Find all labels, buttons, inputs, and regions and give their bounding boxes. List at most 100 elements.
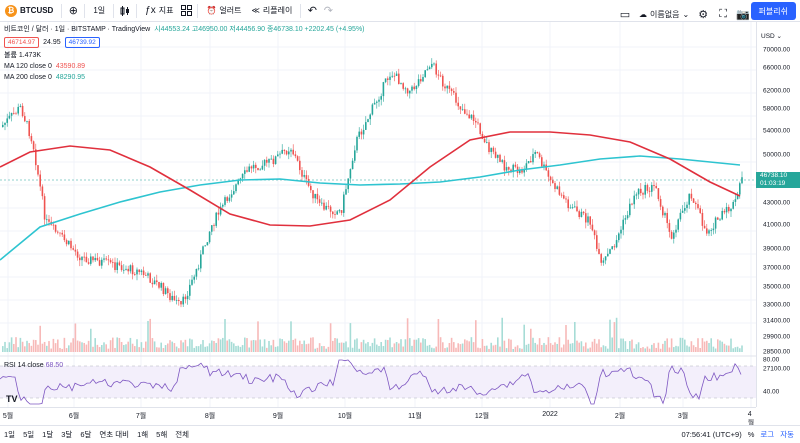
undo-icon[interactable]: ↶ — [307, 5, 317, 17]
symbol-search[interactable]: ₿ BTCUSD — [0, 0, 58, 22]
volume-bar — [420, 342, 422, 352]
volume-bar — [426, 345, 429, 352]
candles-icon[interactable] — [117, 3, 133, 19]
volume-bar — [17, 347, 19, 352]
divider — [300, 3, 302, 18]
time-tick-label: 6월 — [68, 413, 80, 420]
currency-label[interactable]: USD ⌄ — [761, 33, 782, 40]
time-tick-label: 3월 — [677, 413, 689, 420]
interval-button[interactable]: 1일 — [88, 0, 110, 22]
range-button[interactable]: 5일 — [23, 430, 35, 439]
volume-bar — [151, 338, 154, 352]
percent-toggle[interactable]: % — [747, 430, 755, 439]
candle-body — [316, 193, 319, 200]
auto-toggle[interactable]: 자동 — [780, 430, 794, 439]
publish-button[interactable]: 퍼블리쉬 — [750, 2, 796, 20]
grid-icon[interactable] — [178, 3, 194, 19]
candle-body — [48, 219, 50, 222]
ma200-legend[interactable]: MA 200 close 0 48290.95 — [4, 72, 365, 83]
volume-bar — [631, 339, 633, 352]
candle-body — [719, 219, 721, 221]
sell-price-button[interactable]: 46714.97 — [4, 37, 40, 48]
volume-bar — [180, 340, 182, 352]
volume-bar — [607, 348, 609, 352]
rsi-legend[interactable]: RSI 14 close 68.50 — [4, 362, 63, 369]
candle-body — [277, 154, 279, 157]
log-toggle[interactable]: 로그 — [760, 430, 775, 439]
volume-bar — [688, 346, 690, 352]
replay-button[interactable]: ≪ 리플레이 — [247, 0, 298, 22]
range-button[interactable]: 1해 — [137, 430, 149, 439]
price-tick-label: 43000.00 — [763, 199, 791, 207]
volume-bar — [301, 343, 303, 352]
rsi-tick-label: 40.00 — [763, 388, 780, 396]
range-button[interactable]: 6달 — [80, 430, 92, 439]
volume-bar — [431, 347, 433, 352]
volume-legend[interactable]: 볼륨 1.473K — [4, 50, 365, 61]
countdown-value: 01:03:19 — [760, 180, 786, 187]
ma120-legend[interactable]: MA 120 close 0 43590.89 — [4, 61, 365, 72]
candle-body — [30, 136, 33, 142]
price-chart[interactable] — [0, 22, 756, 407]
candle-body — [519, 169, 521, 173]
current-price-tag: 46738.10 01:03:19 — [756, 172, 800, 188]
fullscreen-icon[interactable]: ⛶ — [719, 7, 727, 20]
candle-body — [305, 175, 308, 179]
chart-pane[interactable] — [0, 22, 756, 407]
tradingview-logo[interactable]: TV — [6, 394, 18, 404]
alerts-button[interactable]: ⏰ 얼러트 — [201, 0, 246, 22]
indicators-button[interactable]: ƒx 지표 — [140, 0, 178, 22]
candle-body — [400, 83, 402, 85]
candle-body — [468, 114, 470, 119]
candle-body — [598, 248, 600, 255]
candle-body — [466, 113, 468, 115]
redo-icon[interactable]: ↷ — [323, 5, 333, 17]
candle-body — [109, 260, 112, 263]
layout-icon[interactable]: ▭ — [619, 8, 631, 21]
layout-name-button[interactable]: ☁ 이름없음 ⌄ — [637, 3, 691, 25]
candle-body — [371, 104, 374, 115]
range-button[interactable]: 연초 대비 — [99, 430, 130, 439]
price-tick-label: 27100.00 — [763, 365, 791, 373]
camera-icon[interactable]: 📷 — [736, 8, 750, 21]
range-button[interactable]: 3달 — [61, 430, 73, 439]
volume-bar — [184, 339, 187, 352]
candle-body — [156, 280, 158, 282]
candle-body — [428, 67, 431, 70]
volume-bar — [475, 320, 477, 352]
settings-gear-icon[interactable]: ⚙ — [698, 8, 709, 21]
volume-bar — [134, 346, 136, 352]
interval-label: 1일 — [93, 6, 106, 15]
volume-bar — [387, 340, 389, 352]
volume-bar — [468, 341, 470, 352]
candle-body — [527, 161, 530, 164]
range-button[interactable]: 전체 — [175, 430, 190, 439]
candle-body — [602, 260, 605, 263]
volume-bar — [686, 345, 688, 352]
volume-bar — [530, 328, 532, 352]
candle-body — [81, 256, 83, 261]
candle-body — [87, 262, 90, 264]
candle-body — [470, 114, 473, 119]
volume-bar — [483, 345, 486, 352]
candle-body — [125, 268, 127, 270]
volume-bar — [147, 320, 149, 352]
time-tick-label: 10월 — [337, 413, 353, 420]
candle-body — [688, 193, 690, 205]
candle-body — [431, 63, 433, 68]
range-button[interactable]: 5해 — [156, 430, 168, 439]
volume-bar — [362, 339, 365, 352]
plus-circle-icon[interactable]: ⊕ — [68, 5, 78, 17]
volume-bar — [574, 321, 576, 352]
range-button[interactable]: 1달 — [42, 430, 54, 439]
rsi-band — [0, 366, 756, 398]
volume-bar — [72, 338, 74, 352]
time-axis[interactable]: 5월 6월 7월 8월 9월 10월 11월 12월 2022 2월 3월 4월 — [0, 407, 756, 427]
candle-body — [668, 223, 671, 232]
range-button[interactable]: 1일 — [4, 430, 16, 439]
volume-bar — [129, 337, 132, 352]
price-axis[interactable]: USD ⌄ 70000.00 66000.00 62000.00 58000.00 54… — [756, 22, 800, 407]
chevron-down-icon: ⌄ — [682, 9, 690, 19]
clock[interactable]: 07:56:41 (UTC+9) — [681, 430, 742, 439]
buy-price-button[interactable]: 46739.92 — [64, 37, 100, 48]
